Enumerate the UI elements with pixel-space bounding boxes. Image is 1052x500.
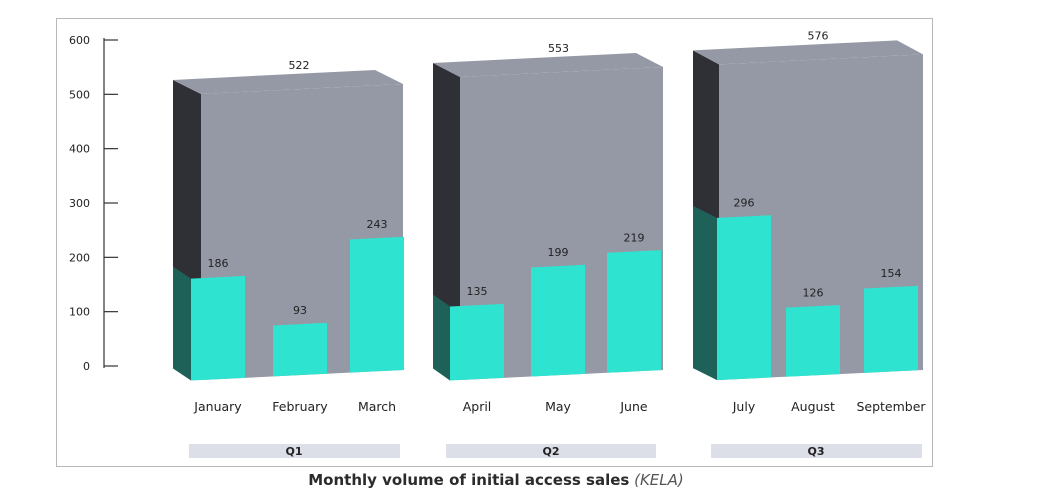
x-tick-label: May: [545, 399, 571, 414]
x-tick-label: January: [193, 399, 242, 414]
quarter-label: Q2: [542, 445, 559, 458]
month-value-label: 243: [367, 218, 388, 231]
month-bar: [607, 250, 661, 373]
y-tick-label: 500: [69, 88, 90, 101]
quarter-total-label: 522: [289, 59, 310, 72]
y-tick-label: 300: [69, 197, 90, 210]
quarter-label: Q1: [285, 445, 302, 458]
quarter-total-label: 553: [548, 42, 569, 55]
y-tick-label: 0: [83, 360, 90, 373]
month-value-label: 186: [208, 257, 229, 270]
month-value-label: 135: [467, 285, 488, 298]
x-tick-label: April: [463, 399, 492, 414]
month-bar-side: [433, 295, 450, 381]
month-value-label: 199: [548, 246, 569, 259]
month-bar: [864, 286, 918, 373]
month-value-label: 296: [734, 197, 755, 210]
x-tick-label: August: [791, 399, 835, 414]
x-tick-label: June: [619, 399, 648, 414]
y-tick-label: 100: [69, 306, 90, 319]
month-bar-side: [693, 206, 717, 380]
month-value-label: 93: [293, 304, 307, 317]
y-tick-label: 600: [69, 34, 90, 47]
month-value-label: 154: [881, 267, 902, 280]
y-tick-label: 200: [69, 251, 90, 264]
quarter-total-label: 576: [808, 29, 829, 42]
chart-caption: Monthly volume of initial access sales (…: [0, 471, 992, 489]
y-tick-label: 400: [69, 143, 90, 156]
month-bar-side: [173, 267, 191, 381]
month-bar: [191, 276, 245, 381]
month-bar: [717, 215, 771, 380]
caption-source: (KELA): [634, 471, 684, 489]
month-bar: [786, 305, 840, 377]
caption-text: Monthly volume of initial access sales: [308, 471, 629, 489]
month-value-label: 219: [624, 231, 645, 244]
month-value-label: 126: [803, 286, 824, 299]
chart: 0 100 200 300 400 500 600 522 186 January 93 Februa…: [0, 0, 1052, 470]
x-tick-label: March: [358, 399, 396, 414]
x-tick-label: July: [732, 399, 756, 414]
x-tick-label: September: [856, 399, 926, 414]
quarter-label: Q3: [807, 445, 824, 458]
x-tick-label: February: [272, 399, 328, 414]
month-bar: [273, 323, 327, 377]
month-bar: [350, 237, 404, 373]
month-bar: [531, 265, 585, 377]
month-bar: [450, 304, 504, 381]
